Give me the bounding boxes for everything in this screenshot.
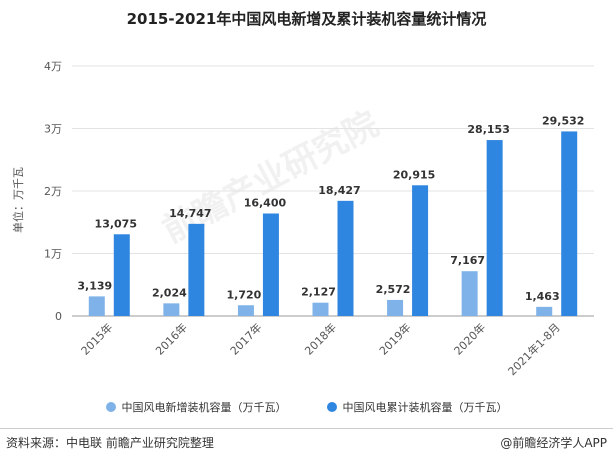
x-tick-label: 2016年: [153, 320, 190, 357]
bar-new: [387, 299, 404, 316]
data-label: 3,139: [77, 279, 112, 292]
x-tick-label: 2019年: [376, 320, 413, 357]
data-label: 14,747: [169, 207, 211, 220]
legend-swatch-new: [105, 402, 116, 412]
x-tick-label: 2018年: [302, 320, 339, 357]
legend-item-cumulative: 中国风电累计装机容量（万千瓦）: [326, 398, 508, 416]
bars: [88, 131, 578, 316]
bar-cumulative: [412, 185, 429, 316]
data-label: 1,720: [227, 288, 262, 301]
grid-lines: [72, 65, 594, 317]
y-axis-ticks: 0 1万 2万 3万 4万: [44, 60, 62, 323]
bar-new: [461, 271, 478, 316]
data-label: 7,167: [450, 254, 485, 267]
x-tick-label: 2015年: [78, 320, 115, 357]
y-tick-label: 0: [55, 310, 62, 323]
legend: 中国风电新增装机容量（万千瓦） 中国风电累计装机容量（万千瓦）: [0, 398, 613, 416]
bar-new: [536, 306, 553, 316]
chart-title: 2015-2021年中国风电新增及累计装机容量统计情况: [126, 10, 487, 28]
data-label: 29,532: [542, 114, 584, 127]
data-label: 1,463: [525, 290, 560, 303]
data-label: 18,427: [318, 184, 360, 197]
bar-new: [163, 303, 180, 316]
bar-new: [237, 305, 254, 316]
data-label: 13,075: [95, 217, 137, 230]
y-tick-label: 4万: [44, 60, 62, 73]
bar-chart: 0 1万 2万 3万 4万 单位：万千瓦 3,139 13,075 2,024 14,747 1…: [11, 60, 594, 378]
legend-swatch-cumulative: [326, 402, 337, 412]
bar-cumulative: [113, 234, 130, 316]
y-tick-label: 1万: [44, 248, 62, 261]
y-axis-label: 单位：万千瓦: [11, 167, 25, 233]
footer-divider: [0, 428, 613, 429]
data-label: 2,127: [301, 286, 336, 299]
x-tick-label: 2021年1-8月: [505, 320, 563, 378]
data-label: 2,572: [376, 283, 411, 296]
data-label: 28,153: [467, 123, 509, 136]
x-axis-ticks: 2015年 2016年 2017年 2018年 2019年 2020年 2021年1-8月: [78, 320, 563, 378]
source-note: 资料来源：中电联 前瞻产业研究院整理: [6, 436, 214, 450]
data-label: 20,915: [393, 168, 435, 181]
bar-cumulative: [486, 140, 503, 316]
data-label: 16,400: [244, 197, 287, 210]
bar-cumulative: [188, 223, 205, 316]
y-tick-label: 3万: [44, 123, 62, 136]
x-tick-label: 2017年: [227, 320, 264, 357]
legend-label-cumulative: 中国风电累计装机容量（万千瓦）: [342, 401, 508, 414]
bar-cumulative: [337, 200, 354, 316]
y-tick-label: 2万: [44, 185, 62, 198]
legend-label-new: 中国风电新增装机容量（万千瓦）: [121, 401, 287, 414]
data-labels: 3,139 13,075 2,024 14,747 1,720 16,400 2,127 18…: [77, 114, 584, 302]
brand-credit: @前瞻经济学人APP: [500, 436, 607, 450]
legend-item-new: 中国风电新增装机容量（万千瓦）: [105, 398, 287, 416]
x-tick-label: 2020年: [451, 320, 488, 357]
bar-new: [88, 296, 105, 316]
bar-cumulative: [561, 131, 578, 316]
data-label: 2,024: [152, 286, 187, 299]
bar-new: [312, 302, 329, 316]
bar-cumulative: [262, 213, 279, 316]
